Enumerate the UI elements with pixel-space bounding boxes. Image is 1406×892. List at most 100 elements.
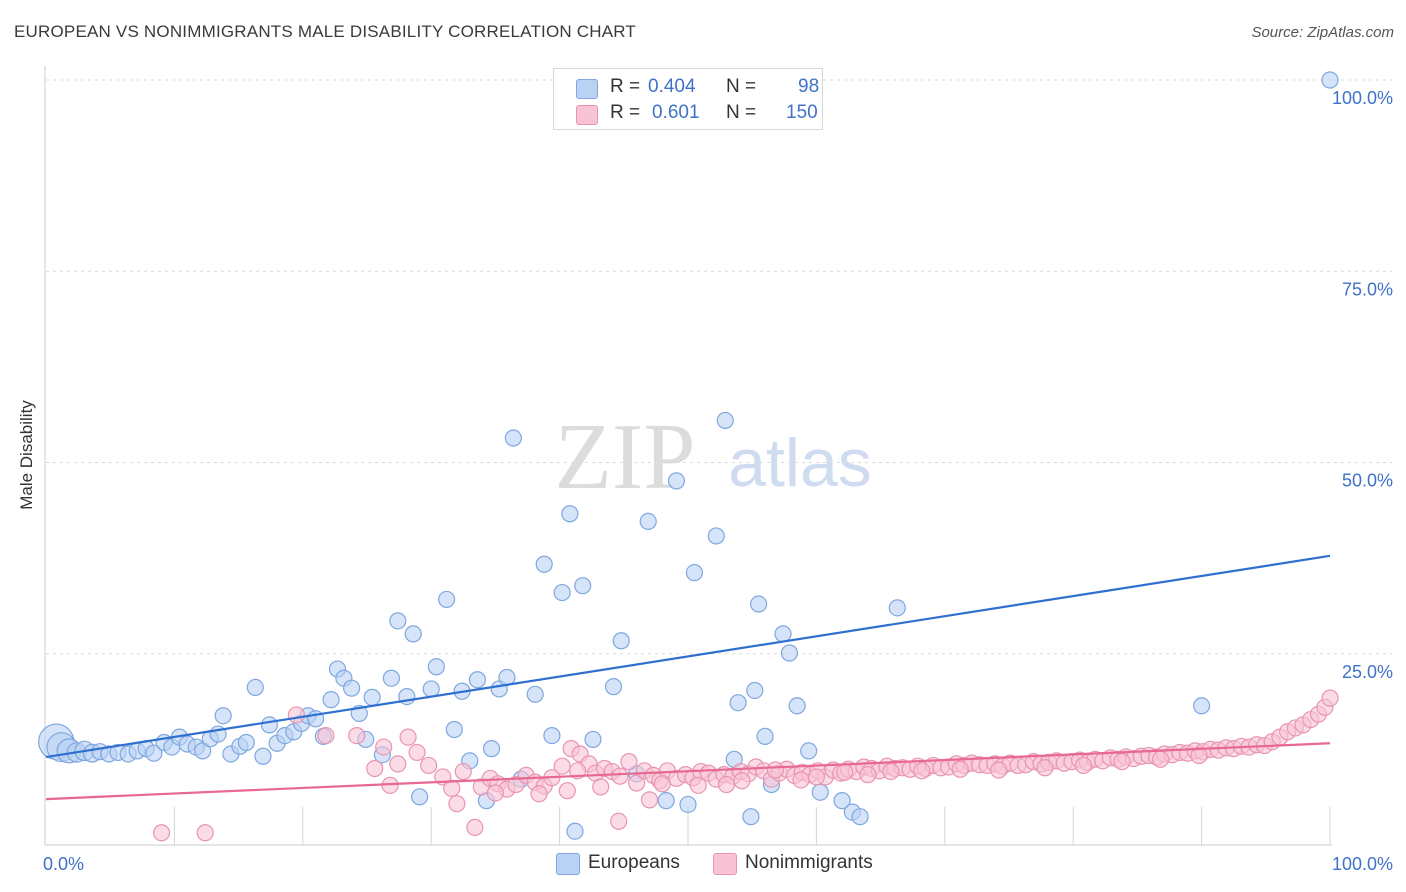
legend-label-nonimmigrants: Nonimmigrants xyxy=(745,852,873,873)
data-point xyxy=(788,697,806,715)
data-point xyxy=(1151,750,1170,768)
data-point xyxy=(628,774,646,792)
data-point xyxy=(742,808,760,826)
data-point xyxy=(375,738,393,756)
data-point xyxy=(399,728,417,746)
tick-labels: 25.0% 50.0% 75.0% 100.0% 0.0% 100.0% xyxy=(43,88,1393,874)
data-point xyxy=(427,658,445,676)
data-point xyxy=(389,755,407,773)
data-point xyxy=(612,632,630,650)
data-point xyxy=(214,707,232,725)
stats-legend: R = 0.404 N = 98 R = 0.601 N = 150 xyxy=(553,68,823,130)
data-point xyxy=(566,822,584,840)
data-point xyxy=(254,747,272,765)
y-axis-label: Male Disability xyxy=(17,400,36,510)
data-point xyxy=(438,590,456,609)
watermark: ZIP atlas xyxy=(555,405,872,509)
data-point xyxy=(260,716,279,734)
data-point xyxy=(448,795,466,813)
data-point xyxy=(913,762,931,780)
y-tick-label: 75.0% xyxy=(1342,279,1393,299)
data-point xyxy=(382,669,400,687)
data-point xyxy=(1036,759,1054,777)
data-point xyxy=(689,776,707,794)
data-point xyxy=(196,824,214,842)
r-label: R = xyxy=(610,76,641,97)
y-tick-label: 25.0% xyxy=(1342,662,1393,682)
data-point xyxy=(990,761,1008,779)
data-point xyxy=(1113,753,1131,771)
r-label: R = xyxy=(610,102,641,123)
data-point xyxy=(756,727,774,745)
chart-title: EUROPEAN VS NONIMMIGRANTS MALE DISABILIT… xyxy=(14,22,637,41)
data-point xyxy=(951,760,969,778)
x-tick-label: 0.0% xyxy=(43,854,84,874)
data-point xyxy=(746,681,764,700)
data-point xyxy=(194,742,212,760)
data-point xyxy=(733,772,751,790)
data-point xyxy=(561,505,579,523)
data-point xyxy=(408,743,426,762)
data-point xyxy=(1321,689,1339,707)
trend-lines xyxy=(45,554,1331,801)
data-point xyxy=(836,763,854,781)
data-point xyxy=(774,625,792,643)
data-point xyxy=(317,727,335,745)
data-point xyxy=(246,678,264,697)
gridlines xyxy=(46,79,1392,655)
data-point xyxy=(716,411,734,430)
n-value: 150 xyxy=(786,102,818,123)
source-label: Source: ZipAtlas.com xyxy=(1251,24,1394,41)
data-point xyxy=(348,727,366,745)
data-point xyxy=(882,762,900,781)
data-point xyxy=(342,679,361,697)
data-point xyxy=(145,744,163,762)
data-point xyxy=(486,784,504,802)
legend-swatch-europeans xyxy=(556,853,580,875)
legend-swatch-nonimmigrants xyxy=(576,105,598,125)
data-point xyxy=(604,678,623,696)
data-point xyxy=(454,762,472,781)
data-point xyxy=(667,472,686,490)
legend-label-europeans: Europeans xyxy=(588,852,680,873)
data-point xyxy=(363,688,381,706)
data-point xyxy=(1190,746,1208,765)
data-point xyxy=(1321,71,1339,89)
data-point xyxy=(653,775,671,793)
data-point xyxy=(729,694,747,712)
data-point xyxy=(888,599,906,617)
n-label: N = xyxy=(726,76,757,97)
data-point xyxy=(792,771,810,789)
data-point xyxy=(553,757,571,775)
x-tick-label: 100.0% xyxy=(1332,854,1393,874)
data-point xyxy=(468,671,487,689)
data-point xyxy=(574,577,592,595)
data-point xyxy=(592,778,610,796)
data-point xyxy=(152,824,171,842)
data-point xyxy=(780,644,799,662)
data-point xyxy=(530,785,548,803)
watermark-zip: ZIP xyxy=(555,405,696,509)
data-point xyxy=(526,685,544,703)
data-point xyxy=(610,812,628,830)
r-value: 0.601 xyxy=(652,102,700,123)
data-point xyxy=(389,612,407,630)
data-point xyxy=(620,753,638,771)
data-point xyxy=(411,788,429,806)
data-point xyxy=(611,767,629,785)
data-point xyxy=(833,792,851,810)
data-point xyxy=(445,720,463,739)
data-point xyxy=(657,792,675,810)
data-point xyxy=(466,818,484,837)
trend-line xyxy=(45,554,1331,759)
data-point xyxy=(543,727,561,745)
n-value: 98 xyxy=(798,76,820,97)
data-point xyxy=(404,625,422,643)
data-point xyxy=(851,808,869,826)
data-point xyxy=(1074,756,1093,775)
data-point xyxy=(420,756,438,775)
data-point xyxy=(422,680,440,698)
data-point xyxy=(640,791,659,809)
y-tick-label: 100.0% xyxy=(1332,88,1393,108)
